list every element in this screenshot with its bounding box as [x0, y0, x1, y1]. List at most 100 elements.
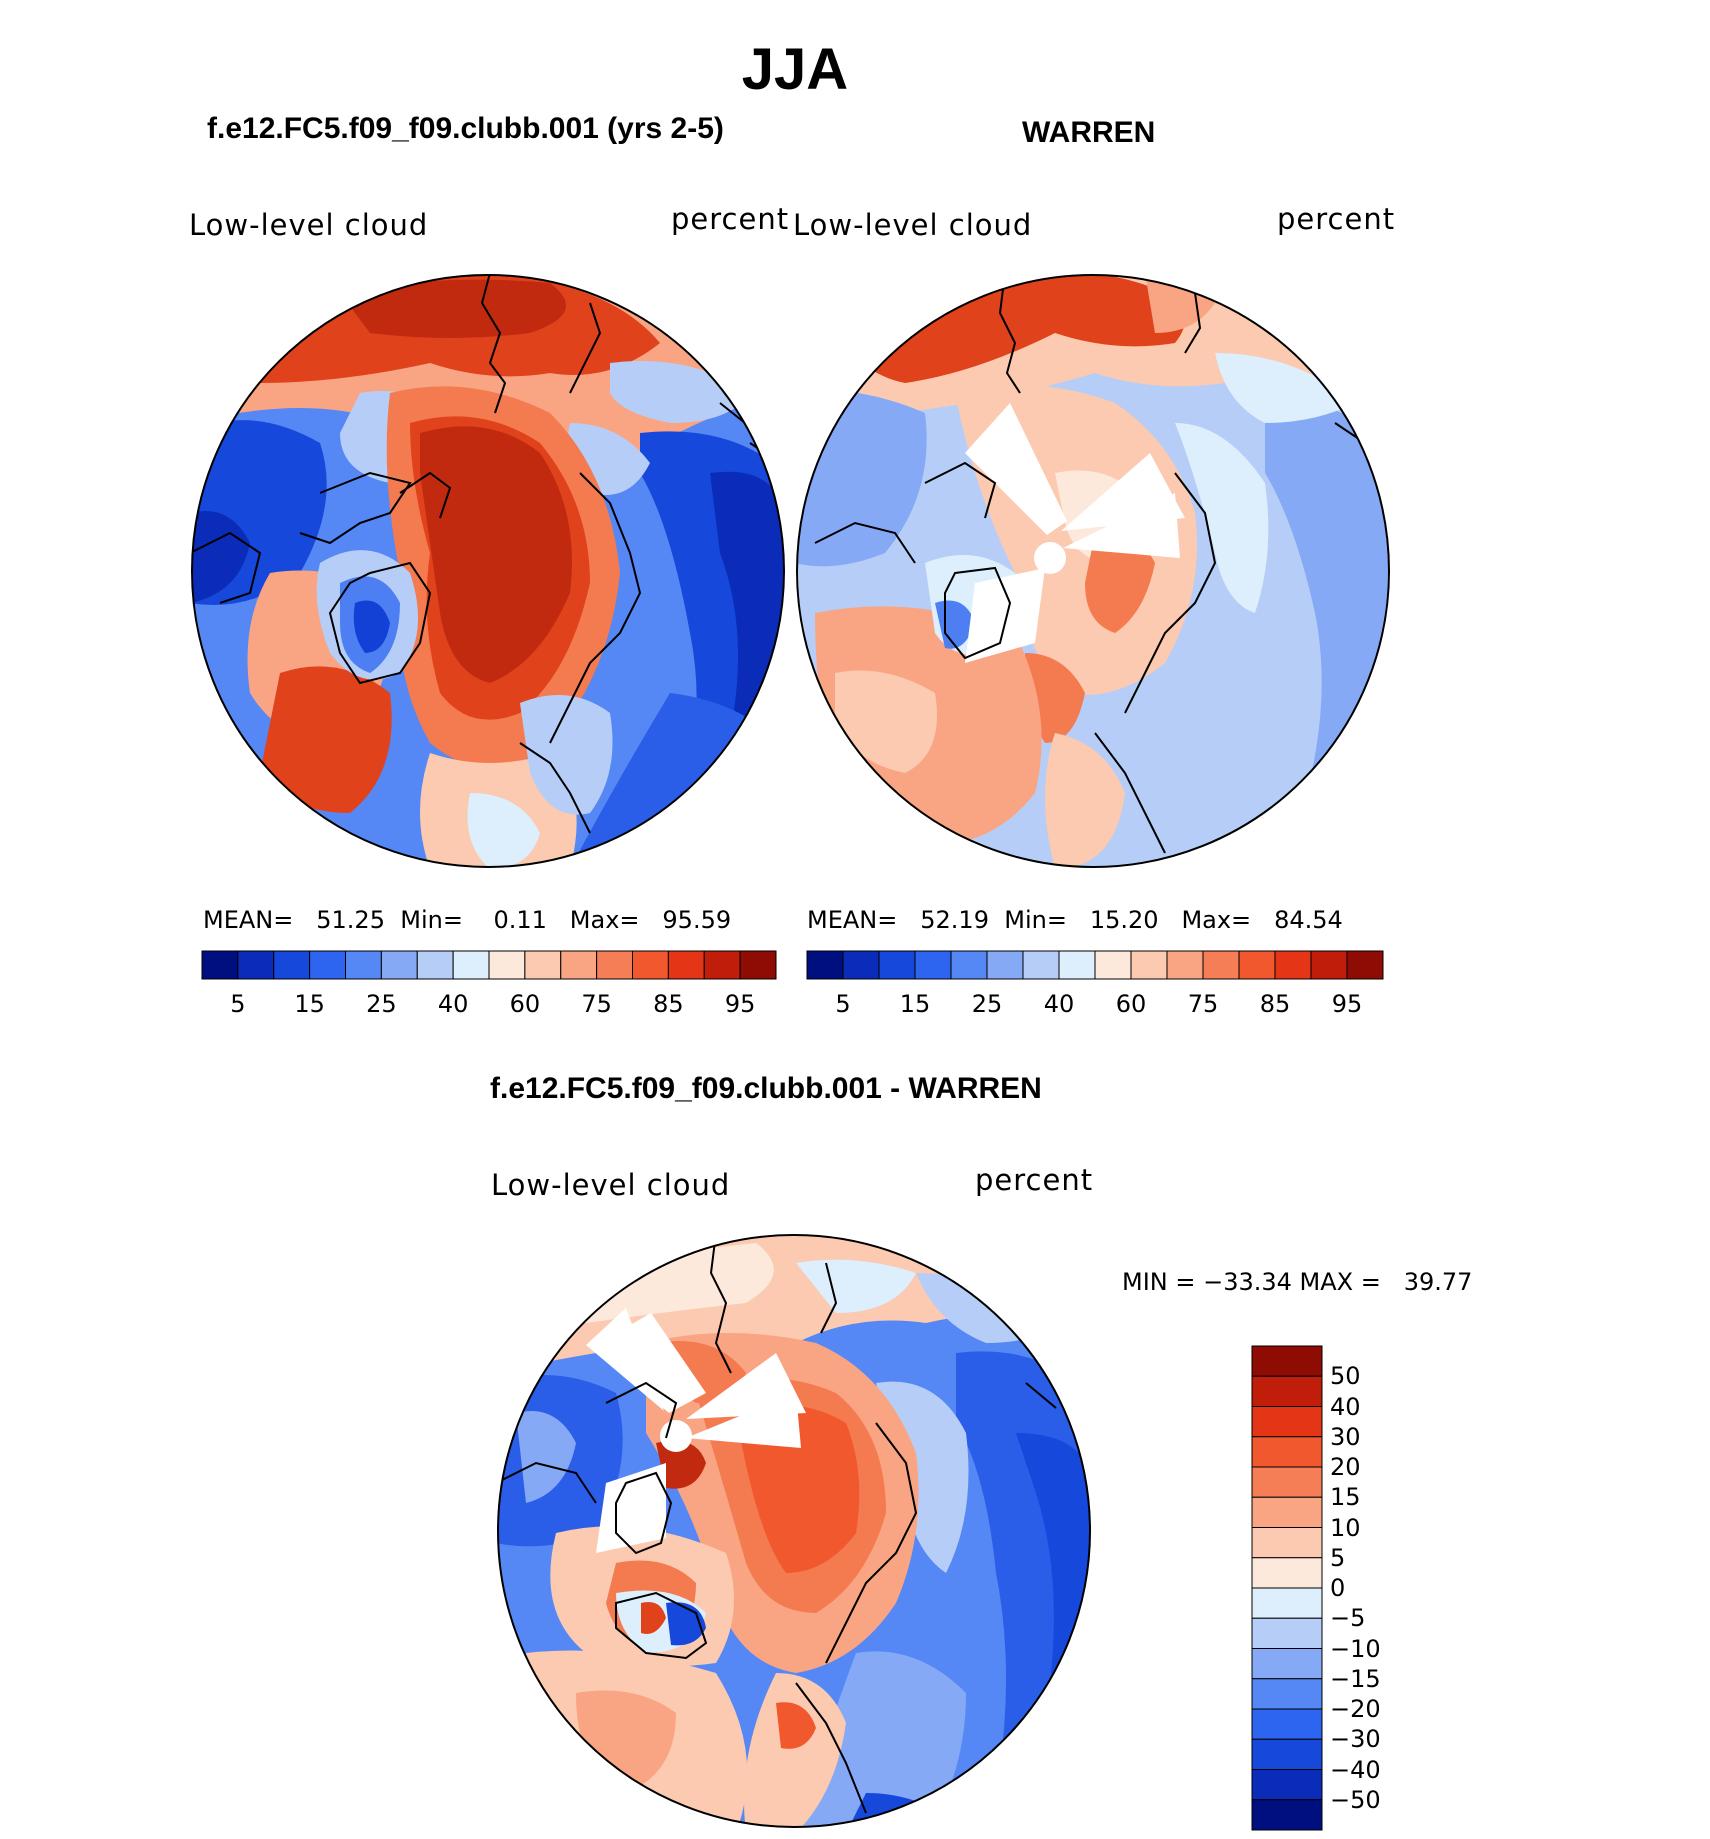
colorbar-tick-label: 15 [1330, 1483, 1361, 1512]
colorbar-swatch [1130, 950, 1168, 980]
colorbar-swatch [1202, 950, 1240, 980]
colorbar-tick-label: 25 [971, 990, 1003, 1018]
max-value: 95.59 [662, 906, 732, 934]
colorbar-tick-label: 75 [1187, 990, 1219, 1018]
map-difference [497, 1234, 1091, 1828]
colorbar-swatch [739, 950, 777, 980]
colorbar-swatch [201, 950, 239, 980]
colorbar-swatch [1094, 950, 1132, 980]
panel-2-stats: MEAN= 52.19 Min= 15.20 Max= 84.54 [807, 906, 1343, 934]
colorbar-tick-label: 15 [294, 990, 325, 1018]
colorbar-swatch [1251, 1769, 1323, 1801]
colorbar-swatch [560, 950, 598, 980]
min-label: Min= [400, 906, 463, 934]
colorbar-panel-1 [201, 950, 777, 980]
colorbar-swatch [632, 950, 669, 980]
panel-1-stats: MEAN= 51.25 Min= 0.11 Max= 95.59 [203, 906, 731, 934]
colorbar-swatch [1238, 950, 1276, 980]
colorbar-difference [1251, 1345, 1323, 1831]
colorbar-tick-label: 5 [1330, 1543, 1346, 1572]
colorbar-swatch [1251, 1375, 1323, 1407]
colorbar-swatch [380, 950, 418, 980]
colorbar-tick-label: −50 [1330, 1785, 1381, 1814]
panel-2-variable-label: Low-level cloud [793, 208, 1033, 242]
colorbar-swatch [878, 950, 916, 980]
panel-1-title: f.e12.FC5.f09_f09.clubb.001 (yrs 2-5) [207, 112, 724, 145]
colorbar-tick-label: 85 [1259, 990, 1291, 1018]
min-value: 15.20 [1089, 906, 1159, 934]
difference-title: f.e12.FC5.f09_f09.clubb.001 - WARREN [490, 1072, 1042, 1105]
colorbar-tick-label: 40 [1043, 990, 1075, 1018]
colorbar-swatch [1251, 1799, 1323, 1831]
colorbar-swatch [1310, 950, 1348, 980]
max-value: 84.54 [1274, 906, 1343, 934]
min-label: Min= [1004, 906, 1067, 934]
colorbar-tick-label: −5 [1330, 1604, 1366, 1633]
mean-value: 51.25 [316, 906, 385, 934]
difference-variable-label: Low-level cloud [491, 1168, 731, 1202]
colorbar-swatch [1166, 950, 1204, 980]
colorbar-tick-label: 85 [653, 990, 684, 1018]
panel-1-variable-label: Low-level cloud [189, 208, 429, 242]
colorbar-swatch [1251, 1678, 1323, 1710]
colorbar-swatch [1251, 1436, 1323, 1468]
colorbar-swatch [1251, 1345, 1323, 1377]
colorbar-tick-label: 60 [1115, 990, 1147, 1018]
colorbar-swatch [950, 950, 988, 980]
colorbar-swatch [1251, 1557, 1323, 1589]
colorbar-tick-label: 20 [1330, 1453, 1361, 1481]
colorbar-tick-label: 15 [899, 990, 931, 1018]
mean-label: MEAN= [203, 906, 294, 934]
colorbar-swatch [1251, 1587, 1323, 1619]
colorbar-swatch [1251, 1648, 1323, 1680]
colorbar-tick-label: 60 [509, 990, 541, 1018]
colorbar-swatch [1251, 1466, 1323, 1498]
colorbar-tick-label: −15 [1330, 1664, 1381, 1693]
panel-1-units-label: percent [671, 202, 790, 236]
colorbar-tick-label: 50 [1330, 1362, 1361, 1391]
colorbar-swatch [237, 950, 275, 980]
colorbar-swatch [1346, 950, 1384, 980]
min-value: 0.11 [493, 906, 547, 934]
colorbar-swatch [1274, 950, 1312, 980]
colorbar-tick-label: 95 [724, 990, 756, 1018]
mean-value: 52.19 [920, 906, 989, 934]
colorbar-swatch [488, 950, 526, 980]
colorbar-swatch [596, 950, 633, 980]
colorbar-tick-label: 40 [437, 990, 469, 1018]
panel-2-title: WARREN [1022, 116, 1156, 149]
colorbar-swatch [667, 950, 705, 980]
colorbar-tick-label: 10 [1330, 1513, 1361, 1542]
colorbar-swatch [273, 950, 311, 980]
colorbar-tick-label: 75 [581, 990, 612, 1018]
colorbar-tick-label: −40 [1330, 1755, 1381, 1784]
colorbar-swatch [1022, 950, 1060, 980]
max-label: Max= [1181, 906, 1252, 934]
mean-label: MEAN= [807, 906, 898, 934]
map-panel-2 [796, 274, 1390, 868]
colorbar-tick-label: −20 [1330, 1695, 1381, 1723]
figure-title: JJA [741, 37, 849, 102]
colorbar-tick-label: 25 [366, 990, 397, 1018]
colorbar-swatch [1251, 1617, 1323, 1649]
colorbar-swatch [703, 950, 741, 980]
colorbar-tick-label: 30 [1330, 1422, 1361, 1451]
difference-units-label: percent [975, 1163, 1094, 1197]
colorbar-swatch [842, 950, 880, 980]
colorbar-swatch [806, 950, 844, 980]
colorbar-tick-label: −10 [1330, 1634, 1381, 1663]
colorbar-swatch [1251, 1527, 1323, 1559]
map-panel-1 [191, 274, 785, 868]
colorbar-swatch [524, 950, 562, 980]
colorbar-swatch [914, 950, 952, 980]
colorbar-swatch [1251, 1738, 1323, 1770]
colorbar-tick-label: 5 [835, 990, 851, 1018]
colorbar-swatch [1251, 1708, 1323, 1740]
colorbar-tick-label: 0 [1330, 1574, 1346, 1602]
colorbar-tick-label: 95 [1331, 990, 1363, 1018]
colorbar-swatch [1251, 1496, 1323, 1528]
colorbar-swatch [986, 950, 1024, 980]
colorbar-tick-label: −30 [1330, 1725, 1381, 1754]
colorbar-tick-label: 40 [1330, 1392, 1361, 1421]
max-label: Max= [569, 906, 640, 934]
